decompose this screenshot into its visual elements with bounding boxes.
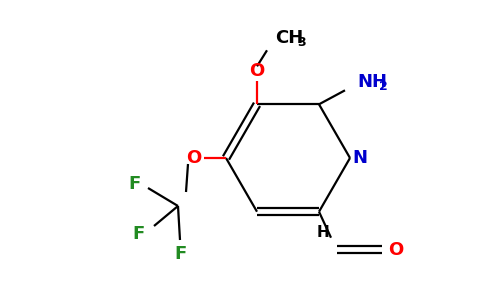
Text: N: N: [352, 149, 367, 167]
Text: H: H: [316, 225, 329, 240]
Text: F: F: [132, 225, 144, 243]
Text: O: O: [388, 241, 404, 259]
Text: F: F: [174, 245, 186, 263]
Text: NH: NH: [357, 73, 387, 91]
Text: 3: 3: [297, 36, 305, 49]
Text: CH: CH: [275, 29, 303, 47]
Text: F: F: [128, 175, 140, 193]
Text: O: O: [249, 62, 265, 80]
Text: O: O: [186, 149, 202, 167]
Text: 2: 2: [379, 80, 388, 93]
